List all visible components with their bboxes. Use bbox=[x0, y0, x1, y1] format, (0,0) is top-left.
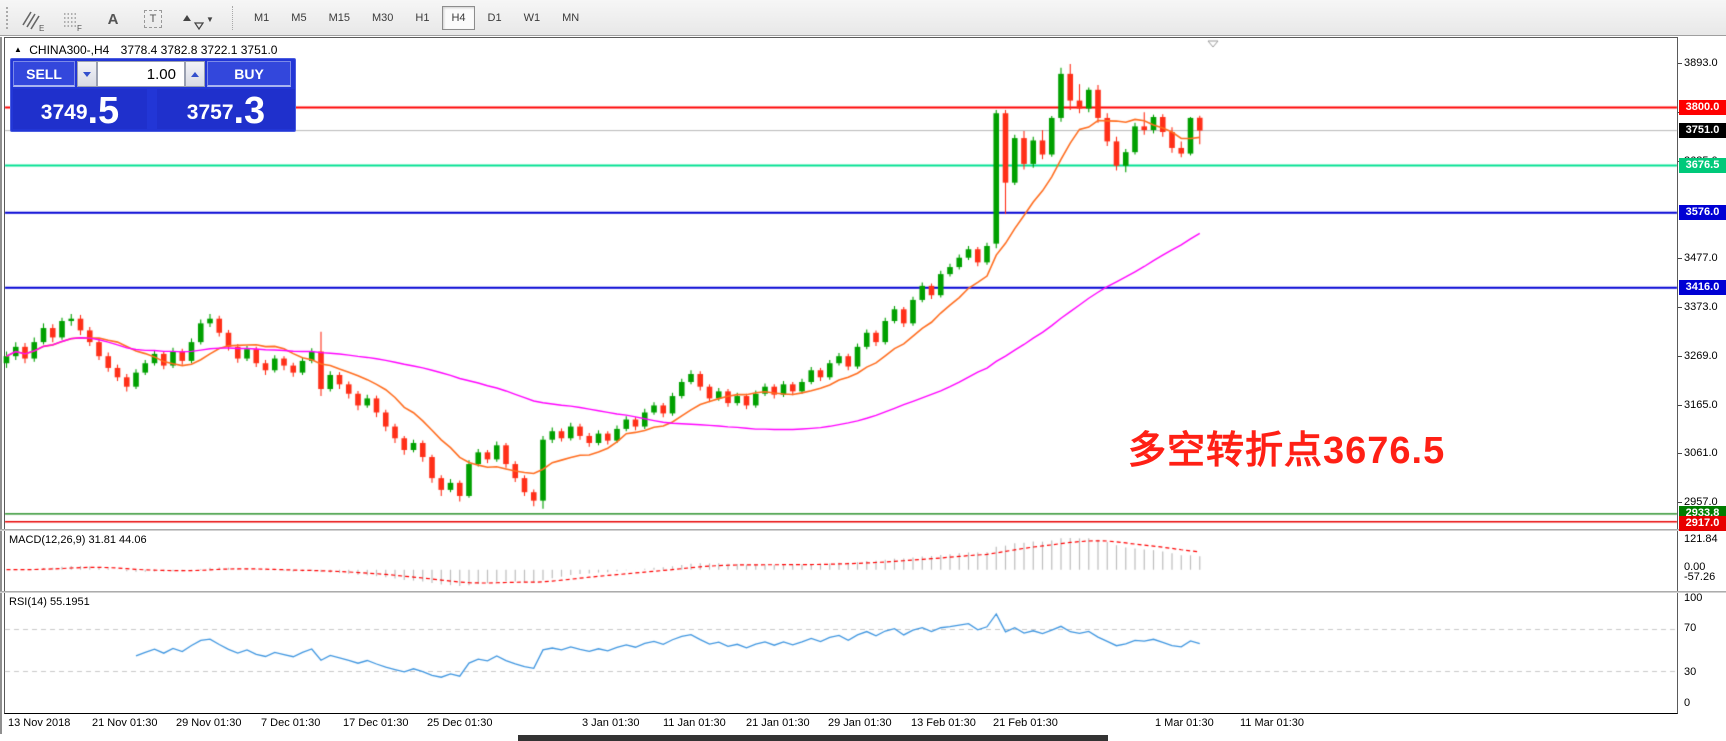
macd-scale-label: 0.00 bbox=[1684, 561, 1706, 573]
order-controls-row: SELL BUY bbox=[11, 59, 295, 89]
buy-button[interactable]: BUY bbox=[207, 61, 291, 87]
volume-decrease-button[interactable] bbox=[77, 61, 97, 87]
price-tick-label: 3373.0 bbox=[1678, 301, 1718, 313]
date-label: 1 Mar 01:30 bbox=[1155, 717, 1214, 729]
date-label: 3 Jan 01:30 bbox=[582, 717, 640, 729]
date-label: 21 Jan 01:30 bbox=[746, 717, 810, 729]
chart-symbol-period: CHINA300-,H4 bbox=[29, 43, 110, 57]
price-tick-label: 3165.0 bbox=[1678, 399, 1718, 411]
macd-label: MACD(12,26,9) 31.81 44.06 bbox=[9, 534, 147, 546]
price-badge: 2917.0 bbox=[1679, 516, 1726, 531]
chart-ohlc-values: 3778.4 3782.8 3722.1 3751.0 bbox=[120, 43, 278, 57]
date-label: 13 Feb 01:30 bbox=[911, 717, 976, 729]
rsi-scale-label: 30 bbox=[1684, 666, 1697, 678]
one-click-trading-panel: SELL BUY 3749 .5 3757 .3 bbox=[10, 58, 296, 132]
rsi-scale-label: 0 bbox=[1684, 697, 1691, 709]
price-badge: 3676.5 bbox=[1679, 158, 1726, 173]
rsi-scale-label: 100 bbox=[1684, 592, 1703, 604]
rsi-label: RSI(14) 55.1951 bbox=[9, 596, 90, 608]
annotation-text: 多空转折点3676.5 bbox=[1128, 430, 1446, 472]
price-badge: 3751.0 bbox=[1679, 123, 1726, 138]
spinner-up-icon bbox=[191, 71, 199, 77]
date-label: 21 Feb 01:30 bbox=[993, 717, 1058, 729]
sell-price-main: 3749 bbox=[40, 101, 88, 124]
date-label: 11 Jan 01:30 bbox=[663, 717, 726, 729]
date-label: 7 Dec 01:30 bbox=[261, 717, 321, 729]
macd-scale-label: 121.84 bbox=[1684, 533, 1718, 545]
price-tick-label: 3477.0 bbox=[1678, 252, 1718, 264]
date-label: 29 Nov 01:30 bbox=[176, 717, 242, 729]
price-badge: 3416.0 bbox=[1679, 280, 1726, 295]
price-tick-label: 3269.0 bbox=[1678, 350, 1718, 362]
date-label: 25 Dec 01:30 bbox=[427, 717, 493, 729]
rsi-scale-label: 70 bbox=[1684, 622, 1697, 634]
price-tick-label: 2957.0 bbox=[1678, 496, 1718, 508]
date-label: 11 Mar 01:30 bbox=[1240, 717, 1305, 729]
bottom-scrollbar[interactable] bbox=[518, 735, 1108, 741]
instrument-arrow-icon: ▲ bbox=[14, 45, 22, 54]
buy-price[interactable]: 3757 .3 bbox=[157, 89, 295, 132]
date-label: 13 Nov 2018 bbox=[8, 717, 71, 729]
order-prices-row: 3749 .5 3757 .3 bbox=[11, 89, 295, 133]
date-label: 17 Dec 01:30 bbox=[343, 717, 409, 729]
price-tick-label: 3061.0 bbox=[1678, 447, 1718, 459]
volume-input[interactable] bbox=[97, 61, 185, 87]
sell-price-frac: .5 bbox=[87, 89, 120, 132]
price-badge: 3576.0 bbox=[1679, 205, 1726, 220]
date-label: 29 Jan 01:30 bbox=[828, 717, 892, 729]
volume-increase-button[interactable] bbox=[185, 61, 205, 87]
buy-price-frac: .3 bbox=[233, 89, 266, 132]
sell-price[interactable]: 3749 .5 bbox=[13, 89, 147, 132]
price-tick-label: 3893.0 bbox=[1678, 57, 1718, 69]
date-label: 21 Nov 01:30 bbox=[92, 717, 158, 729]
spinner-down-icon bbox=[83, 71, 91, 77]
price-badge: 3800.0 bbox=[1679, 100, 1726, 115]
chart-title: ▲ CHINA300-,H4 3778.4 3782.8 3722.1 3751… bbox=[14, 43, 277, 57]
macd-scale-label: -57.26 bbox=[1684, 571, 1716, 583]
buy-price-main: 3757 bbox=[186, 101, 234, 124]
sell-button[interactable]: SELL bbox=[13, 61, 75, 87]
